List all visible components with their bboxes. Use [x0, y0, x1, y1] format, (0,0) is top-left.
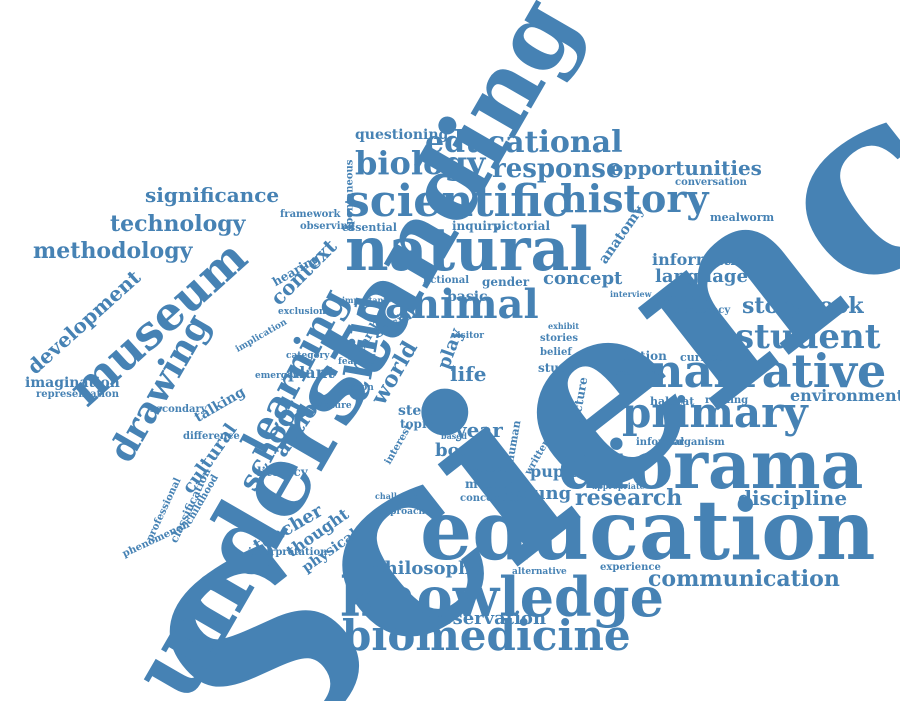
word-natural: natural [345, 215, 593, 285]
word-concept: concept [543, 268, 623, 289]
word-basic: basic [447, 289, 488, 305]
word-fictional: fictional [423, 275, 469, 286]
word-interview: interview [610, 289, 652, 299]
word-environment: environment [790, 386, 900, 405]
word-gender: gender [482, 275, 530, 289]
word-observation: observation [428, 608, 547, 629]
word-secondary: secondary [150, 404, 207, 415]
word-primary: primary [622, 388, 808, 437]
word-educational: educational [425, 125, 623, 160]
word-essential: essential [342, 221, 397, 234]
word-lesson: lesson [342, 383, 374, 393]
word-based: based [441, 431, 467, 441]
word-scientific: scientific [345, 176, 570, 227]
word-storybook: storybook [742, 293, 864, 319]
word-methodology: methodology [33, 238, 193, 264]
word-education: education [420, 483, 876, 579]
word-response: response [492, 154, 623, 184]
word-approach: approach [378, 507, 426, 517]
word-biomedicine: biomedicine [342, 611, 631, 660]
word-conception: conception [460, 493, 522, 504]
word-knowledge: knowledge [340, 565, 664, 629]
word-inquiry: inquiry [452, 219, 501, 233]
word-mother: mother [465, 477, 514, 491]
word-book: book [435, 440, 485, 461]
word-history: history [560, 176, 709, 221]
word-spontaneous: spontaneous [344, 159, 356, 231]
word-animal: animal [385, 281, 539, 328]
word-observing: observing [300, 221, 355, 232]
word-fiction: fiction [624, 349, 667, 363]
word-discipline: discipline [738, 486, 848, 510]
word-pictorial: pictorial [493, 219, 551, 233]
word-study: study [538, 361, 575, 375]
word-literacy: literacy [257, 465, 308, 479]
word-diorama: diorama [558, 426, 864, 504]
word-interpretation: interpretation [248, 547, 328, 558]
word-aspect: aspect [470, 464, 507, 475]
word-comment: comment [655, 293, 708, 304]
word-exclusion: exclusion [278, 307, 326, 317]
word-mealworm: mealworm [710, 211, 775, 224]
word-belief: belief [540, 347, 572, 358]
word-alternative: alternative [512, 567, 567, 577]
word-experience: experience [600, 562, 661, 573]
word-opportunities: opportunities [610, 156, 762, 180]
word-numeracy: numeracy [675, 305, 731, 316]
word-exhibit: exhibit [548, 321, 580, 331]
word-information: information [652, 250, 759, 269]
word-treatment: treatment [614, 367, 659, 377]
word-student: student [735, 317, 881, 357]
word-stem: stem [398, 403, 437, 419]
word-emergent: emergent [255, 371, 304, 381]
word-biology: biology [355, 144, 486, 182]
word-year: year [455, 418, 503, 442]
word-challenge: challenge [375, 491, 419, 501]
word-important: important [342, 295, 388, 305]
word-nature: nature [318, 401, 352, 411]
word-language: language [655, 266, 748, 287]
word-plant: plant [288, 363, 335, 382]
word-visitor: visitor [452, 331, 485, 341]
word-life: life [450, 362, 487, 386]
word-research: research [575, 485, 683, 511]
word-conversation: conversation [675, 177, 747, 188]
word-pupil: pupil [530, 462, 577, 481]
word-framework: framework [280, 209, 341, 220]
word-informal: informal [636, 437, 685, 448]
word-philosophy: philosophy [372, 558, 482, 579]
word-organism: organism [672, 437, 725, 448]
word-difference: difference [183, 431, 240, 442]
word-habitat: habitat [650, 395, 695, 408]
word-communication: communication [648, 566, 840, 592]
word-stories: stories [540, 333, 578, 344]
word-topic: topic [400, 417, 434, 431]
word-technology: technology [110, 211, 246, 237]
word-curriculum: curriculum [680, 351, 749, 364]
word-questioning: questioning [355, 127, 449, 143]
word-category: category [286, 351, 330, 361]
word-imagination: imagination [25, 375, 120, 391]
word-appropriate: appropriate [592, 481, 645, 491]
word-significance: significance [145, 183, 280, 207]
word-narrative: narrative [650, 344, 887, 398]
word-representation: representation [36, 389, 119, 400]
word-reading: reading [705, 395, 749, 406]
word-young: young [510, 483, 572, 504]
word-feature: feature [338, 357, 375, 367]
